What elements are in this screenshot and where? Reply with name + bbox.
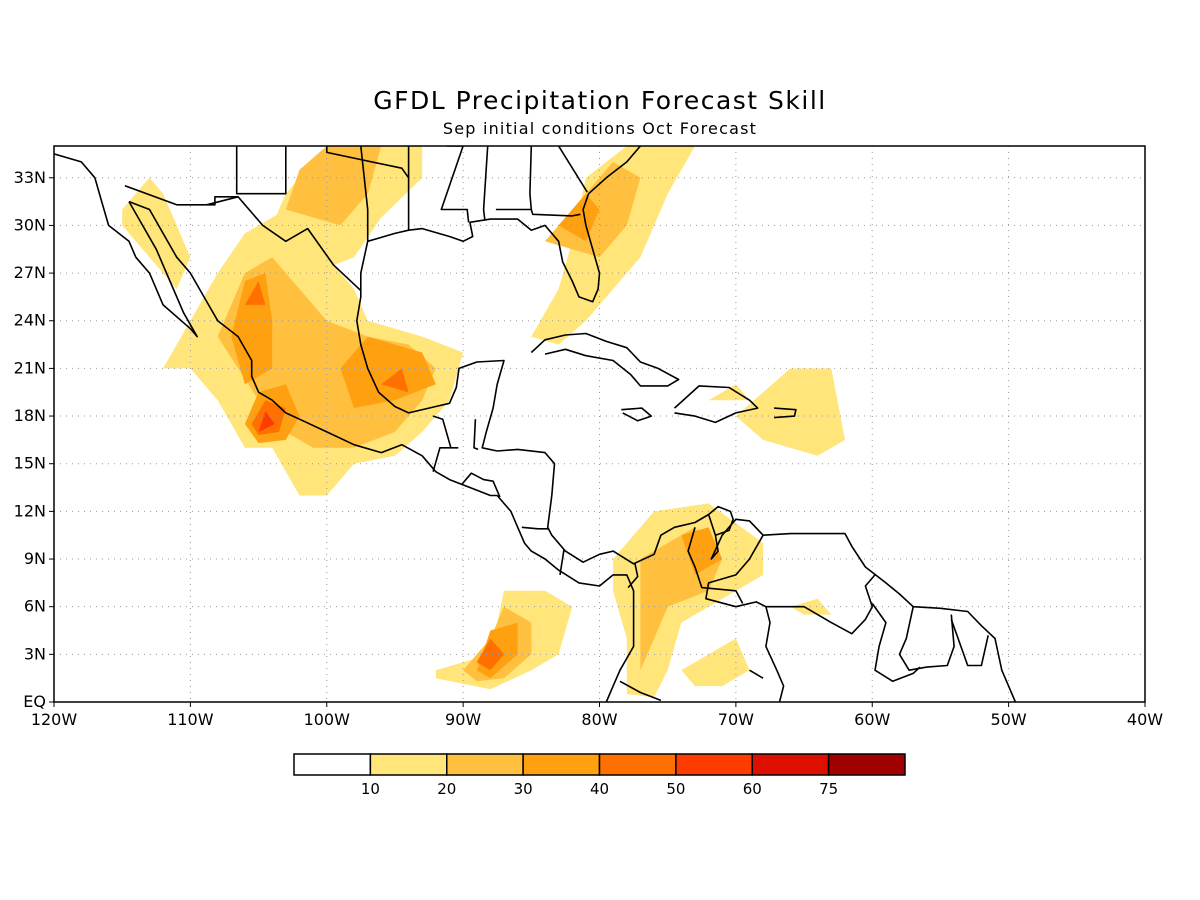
x-tick-label: 50W xyxy=(991,710,1027,729)
x-tick-label: 100W xyxy=(304,710,351,729)
coastline-segment xyxy=(461,472,501,498)
colorbar-swatch xyxy=(675,753,753,776)
colorbar-label: 20 xyxy=(437,780,456,798)
skill-shading xyxy=(122,146,845,698)
skill-region-mexico-west-45 xyxy=(244,281,266,305)
y-tick-label: 12N xyxy=(14,501,46,520)
coastline-segment xyxy=(521,526,549,530)
coastline-segment xyxy=(673,385,759,424)
colorbar-swatch xyxy=(751,753,830,776)
coastline-segment xyxy=(871,603,921,683)
coastline-segment xyxy=(898,606,955,672)
colorbar-label: 60 xyxy=(743,780,762,798)
colorbar: 10 20 30 40 50 60 75 xyxy=(293,753,906,798)
skill-region-venezuela-south xyxy=(681,638,750,687)
colorbar-label: 75 xyxy=(819,780,838,798)
coastline-segment xyxy=(432,415,459,472)
x-tick-label: 120W xyxy=(31,710,78,729)
colorbar-swatch xyxy=(827,753,906,776)
x-tick-label: 80W xyxy=(581,710,617,729)
chart-title: GFDL Precipitation Forecast Skill xyxy=(373,86,827,115)
colorbar-swatch xyxy=(598,753,677,776)
chart-subtitle: Sep initial conditions Oct Forecast xyxy=(442,119,758,138)
x-tick-label: 110W xyxy=(167,710,214,729)
colorbar-swatch xyxy=(446,753,524,776)
colorbar-label: 30 xyxy=(514,780,533,798)
x-tick-label: 70W xyxy=(718,710,754,729)
x-tick-label: 40W xyxy=(1127,710,1163,729)
colorbar-label: 50 xyxy=(666,780,685,798)
coastline-segment xyxy=(557,146,588,193)
coastline-segment xyxy=(627,563,639,589)
coastline-segment xyxy=(530,332,680,387)
coastline-segment xyxy=(355,146,1017,702)
coastline-segment xyxy=(367,146,642,303)
coastline-segment xyxy=(559,549,565,576)
coastline-segment xyxy=(482,146,489,221)
skill-region-baja-north xyxy=(122,177,191,289)
skill-region-mexico-gulf-45 xyxy=(381,368,409,393)
coastline-segment xyxy=(774,407,797,419)
y-tick-label: EQ xyxy=(23,692,46,711)
coastline-segment xyxy=(495,146,533,211)
coastline-segment xyxy=(440,146,470,223)
coastline-segment xyxy=(749,669,764,679)
coastline-segment xyxy=(235,146,287,195)
y-tick-label: 9N xyxy=(24,549,46,568)
coastline-segment xyxy=(325,146,410,179)
longitude-axis: 120W 110W 100W 90W 80W 70W 60W 50W 40W xyxy=(31,702,1163,729)
skill-region-hispaniola-patch xyxy=(708,384,750,401)
y-tick-label: 21N xyxy=(14,358,46,377)
y-tick-label: 15N xyxy=(14,454,46,473)
coastline-segment xyxy=(54,153,198,338)
colorbar-swatch xyxy=(369,753,448,776)
skill-region-pacific-45 xyxy=(476,638,504,671)
coastline-segment xyxy=(705,534,785,702)
skill-region-colombia-venezuela xyxy=(613,503,764,698)
coastline-segment xyxy=(473,419,479,451)
colorbar-swatch xyxy=(522,753,601,776)
y-tick-label: 6N xyxy=(24,597,46,616)
coastline-segment xyxy=(708,505,734,536)
skill-region-florida-georgia xyxy=(531,146,695,345)
y-tick-label: 24N xyxy=(14,311,46,330)
x-tick-label: 60W xyxy=(854,710,890,729)
skill-region-texas-core xyxy=(285,146,382,226)
y-tick-label: 33N xyxy=(14,168,46,187)
coastline-segment xyxy=(619,680,662,702)
coastlines-borders xyxy=(54,146,1017,702)
y-tick-label: 3N xyxy=(24,644,46,663)
skill-region-puerto-rico-area xyxy=(735,368,845,456)
colorbar-swatch xyxy=(293,753,372,776)
skill-region-florida-35 xyxy=(558,193,600,242)
coastline-segment xyxy=(950,619,989,667)
coastline-segment xyxy=(621,407,653,422)
coastline-segment xyxy=(687,527,744,604)
latitude-axis: EQ 3N 6N 9N 12N 15N 18N 21N 24N 27N 30N 33N xyxy=(14,168,54,711)
coastline-segment xyxy=(530,209,581,217)
y-tick-label: 27N xyxy=(14,263,46,282)
x-tick-label: 90W xyxy=(445,710,481,729)
colorbar-label: 10 xyxy=(361,780,380,798)
coastline-segment xyxy=(128,200,635,702)
y-tick-label: 30N xyxy=(14,215,46,234)
coastline-segment xyxy=(765,574,876,635)
skill-region-mexico-south-55 xyxy=(258,411,275,432)
colorbar-label: 40 xyxy=(590,780,609,798)
coastline-segment xyxy=(124,184,239,206)
y-tick-label: 18N xyxy=(14,406,46,425)
